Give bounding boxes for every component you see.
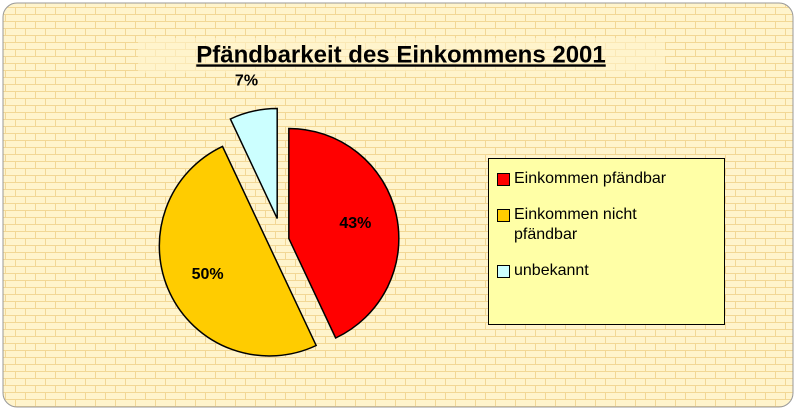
pie-slice [229, 107, 278, 219]
legend-item: Einkommen pfändbar [497, 169, 687, 189]
legend-swatch [497, 209, 510, 222]
legend-swatch [497, 265, 510, 278]
legend-label: Einkommen pfändbar [514, 170, 667, 187]
title-box [138, 38, 665, 73]
legend-label: Einkommen nicht pfändbar [514, 206, 637, 243]
pie-slice [288, 127, 400, 340]
data-label: 7% [235, 72, 258, 89]
legend-swatch [497, 173, 510, 186]
chart-title: Pfändbarkeit des Einkommens 2001 [196, 41, 606, 68]
legend: Einkommen pfändbar Einkommen nicht pfändb… [488, 158, 725, 325]
data-label: 43% [339, 215, 371, 232]
legend-label: unbekannt [514, 262, 589, 279]
pie-slice [158, 145, 318, 357]
legend-item: Einkommen nicht pfändbar [497, 205, 687, 245]
legend-item: unbekannt [497, 261, 687, 281]
data-label: 50% [192, 266, 224, 283]
